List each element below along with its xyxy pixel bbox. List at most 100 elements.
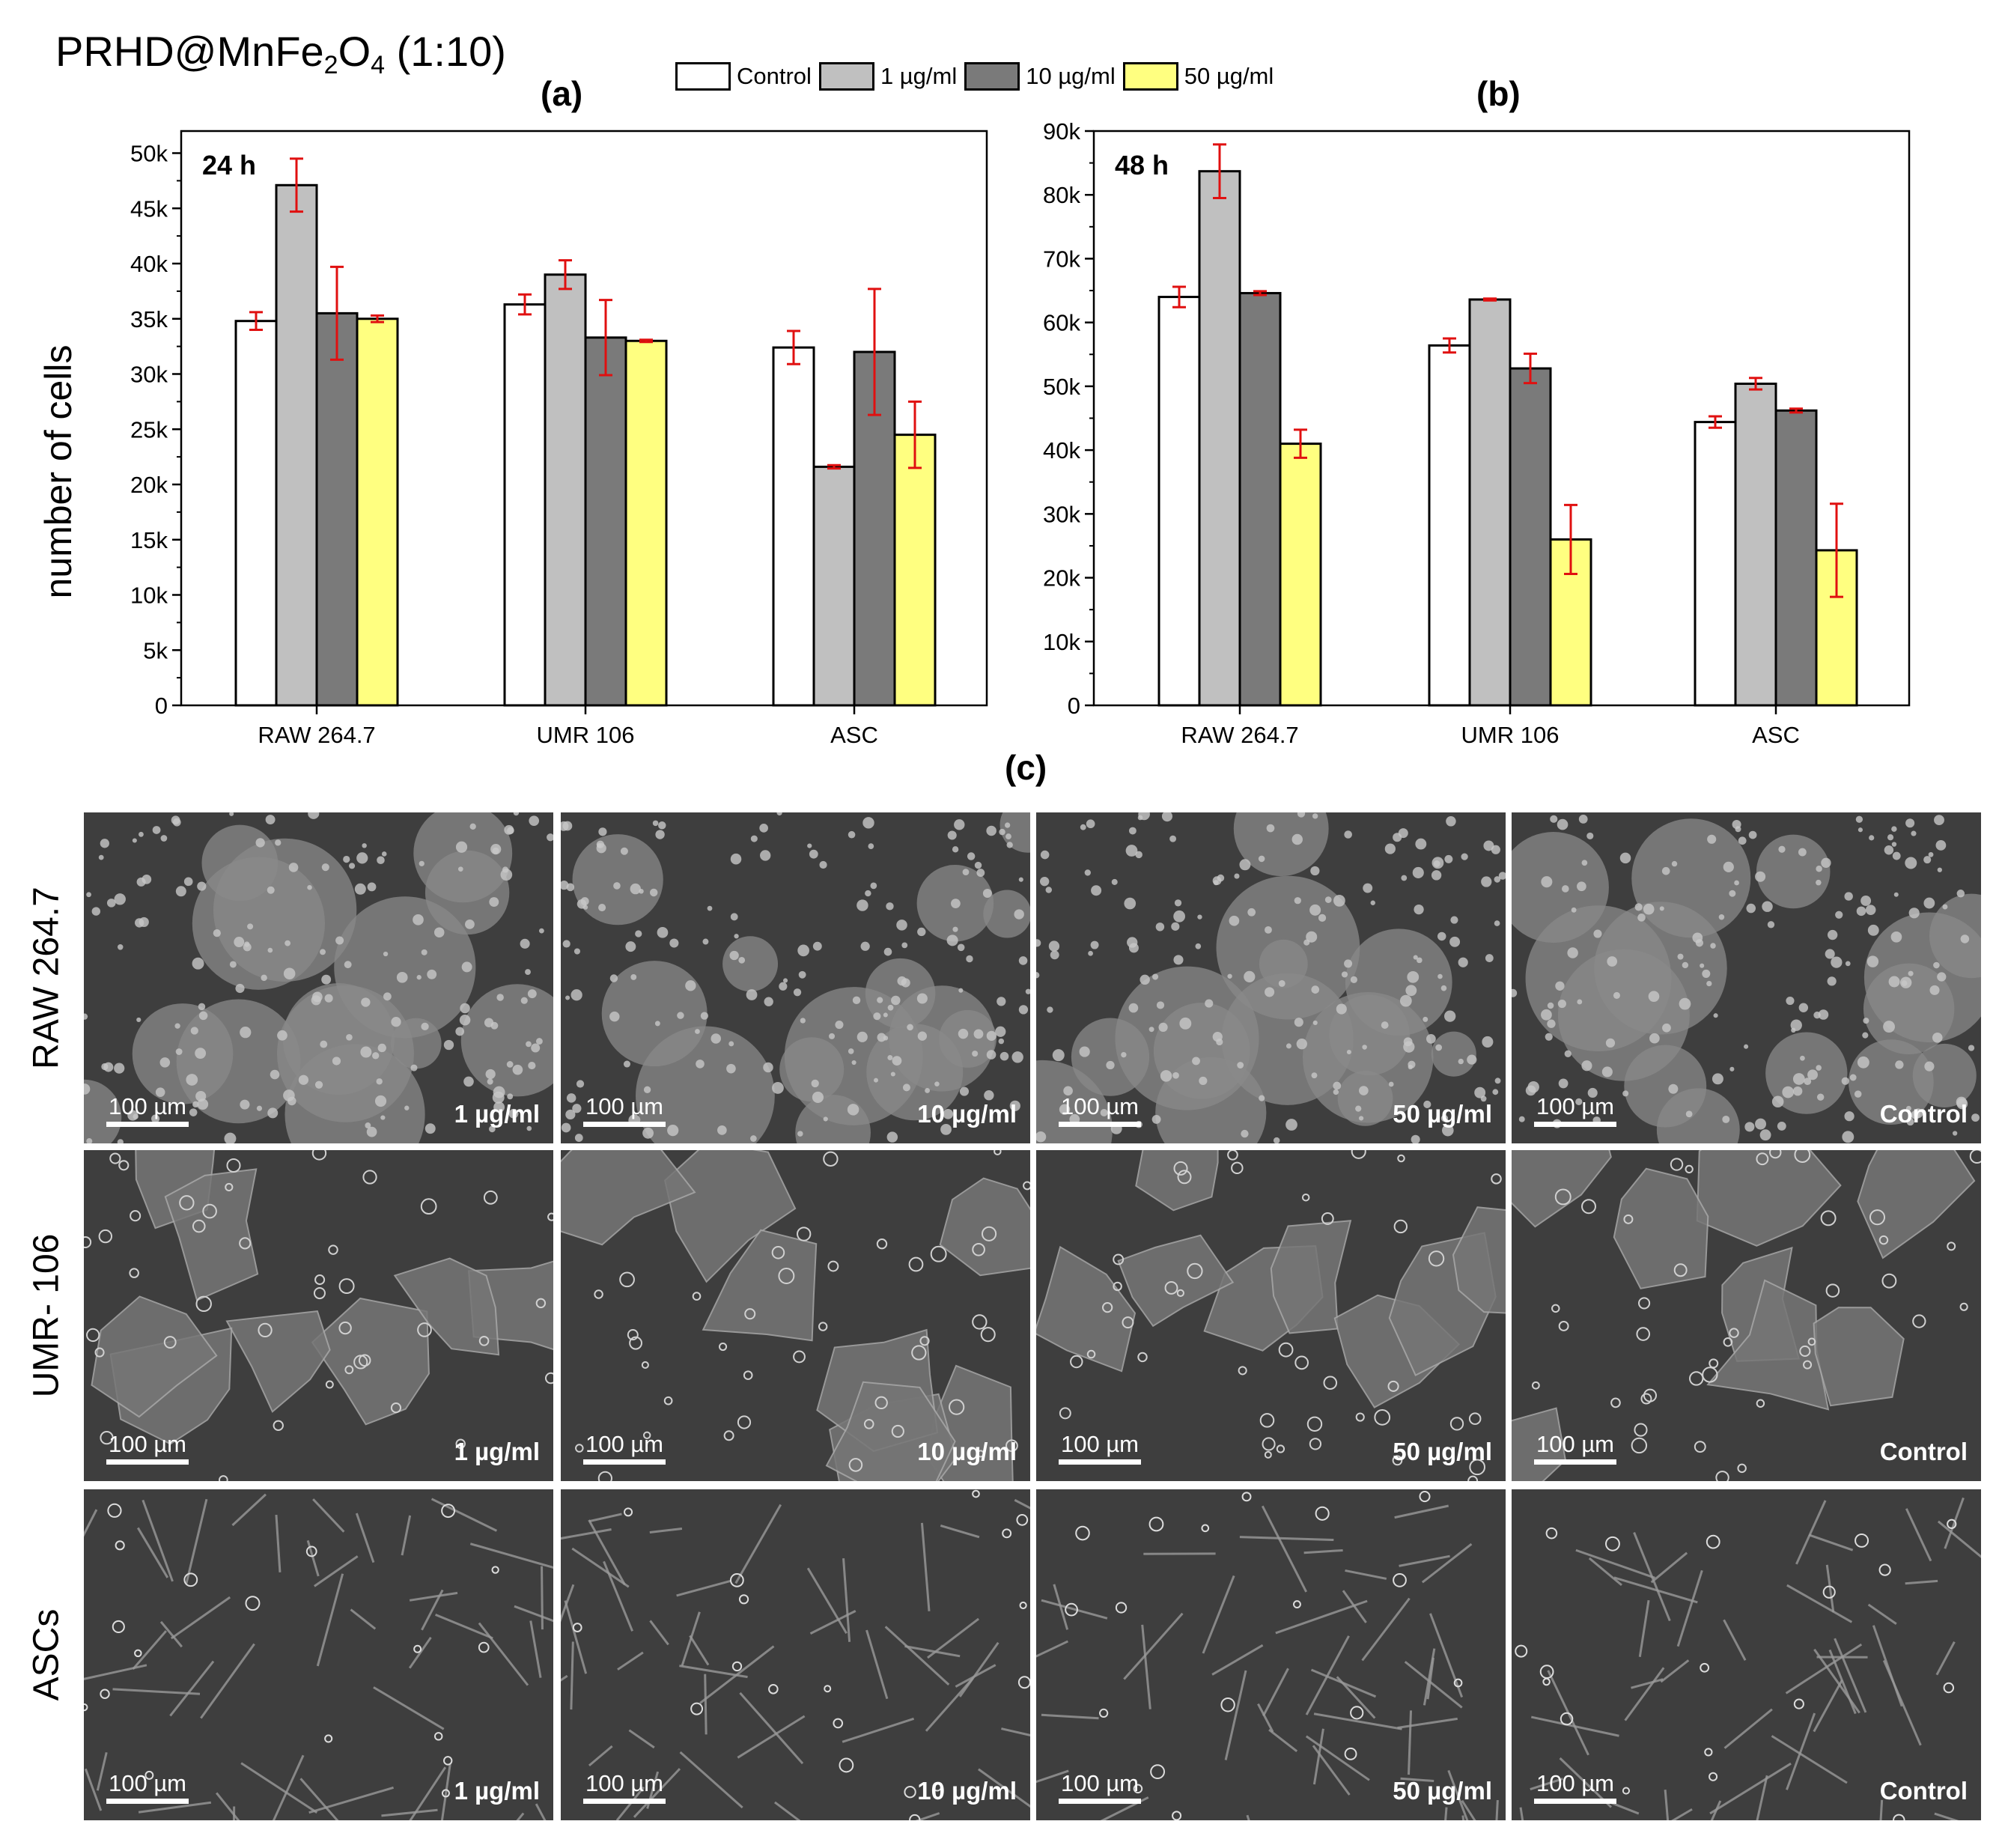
round-cell bbox=[1581, 1199, 1596, 1215]
cell bbox=[598, 904, 606, 912]
micrograph-row-label: ASCs bbox=[16, 1489, 76, 1820]
fibroblast bbox=[1638, 1599, 1650, 1657]
fibroblast bbox=[409, 1766, 447, 1820]
cell bbox=[907, 1024, 913, 1031]
round-cell bbox=[743, 1370, 753, 1380]
scale-bar: 100 µm bbox=[583, 1431, 666, 1465]
fibroblast bbox=[737, 1715, 806, 1759]
cell bbox=[1265, 925, 1272, 934]
scale-bar: 100 µm bbox=[583, 1093, 666, 1127]
cell bbox=[574, 1134, 583, 1142]
cell bbox=[1702, 969, 1711, 978]
cell bbox=[1804, 1078, 1812, 1086]
round-cell bbox=[1704, 1748, 1713, 1757]
cell bbox=[1297, 812, 1306, 818]
cell bbox=[1816, 1093, 1825, 1101]
cell bbox=[763, 1062, 773, 1073]
cell bbox=[506, 1061, 514, 1068]
cell bbox=[819, 860, 827, 869]
fibroblast bbox=[615, 1786, 645, 1820]
round-cell bbox=[130, 1210, 142, 1222]
cell bbox=[1047, 1006, 1053, 1013]
round-cell bbox=[84, 1235, 92, 1249]
legend-swatch-1ug bbox=[818, 62, 874, 91]
fibroblast bbox=[1631, 1678, 1664, 1689]
round-cell bbox=[641, 1361, 649, 1369]
cell bbox=[1244, 970, 1256, 982]
fibroblast bbox=[373, 1686, 445, 1730]
cell-cluster bbox=[176, 999, 301, 1124]
fibroblast bbox=[401, 1515, 412, 1556]
y-tick-label: 40k bbox=[130, 251, 168, 277]
fibroblast bbox=[955, 1664, 997, 1688]
fibroblast bbox=[1262, 1668, 1289, 1717]
cell bbox=[1492, 1089, 1499, 1095]
cell bbox=[1259, 1095, 1265, 1101]
fibroblast bbox=[1345, 1569, 1387, 1580]
legend-item-50ug: 50 µg/ml bbox=[1122, 62, 1274, 91]
fibroblast bbox=[308, 1786, 394, 1814]
cell bbox=[1762, 901, 1773, 912]
bar bbox=[315, 311, 359, 707]
cell bbox=[1052, 1049, 1065, 1062]
round-cell bbox=[1878, 1235, 1889, 1245]
fibroblast bbox=[1444, 1807, 1448, 1820]
concentration-label: 50 µg/ml bbox=[1393, 1777, 1492, 1805]
round-cell bbox=[1820, 1210, 1837, 1227]
cell bbox=[1771, 1095, 1784, 1108]
fibroblast bbox=[1786, 1584, 1853, 1623]
cell bbox=[1622, 1090, 1629, 1097]
cell bbox=[527, 989, 537, 999]
round-cell bbox=[1019, 1601, 1027, 1610]
round-cell bbox=[1309, 1438, 1322, 1450]
panel-label-b: (b) bbox=[1476, 74, 1521, 113]
cell bbox=[857, 899, 868, 911]
fibroblast bbox=[84, 1768, 103, 1811]
cell bbox=[571, 989, 582, 1001]
cell bbox=[195, 1048, 207, 1060]
cell bbox=[1467, 1054, 1477, 1065]
cell bbox=[528, 1061, 536, 1070]
bar bbox=[1774, 409, 1818, 707]
cell bbox=[1415, 838, 1427, 850]
cell bbox=[127, 1110, 139, 1121]
fibroblast bbox=[478, 1622, 529, 1686]
round-cell bbox=[1301, 1193, 1310, 1202]
figure-title: PRHD@MnFe2O4 (1:10) bbox=[55, 27, 506, 80]
fibroblast bbox=[1310, 1668, 1377, 1698]
round-cell bbox=[1959, 1302, 1968, 1311]
round-cell bbox=[1392, 1455, 1403, 1466]
cell bbox=[947, 830, 957, 840]
fibroblast bbox=[649, 1528, 683, 1534]
round-cell bbox=[86, 1328, 100, 1343]
fibroblast bbox=[299, 1778, 339, 1820]
cell bbox=[1018, 1005, 1029, 1015]
fibroblast bbox=[564, 1600, 588, 1674]
cell bbox=[1550, 815, 1558, 823]
cell bbox=[986, 1030, 997, 1041]
cell bbox=[377, 1043, 386, 1053]
cell bbox=[1412, 866, 1424, 878]
cell bbox=[362, 843, 367, 848]
cell bbox=[343, 855, 350, 863]
cell bbox=[1004, 822, 1011, 828]
fibroblast bbox=[1041, 1713, 1099, 1720]
fibroblast bbox=[231, 1493, 267, 1527]
cell bbox=[873, 1078, 878, 1083]
cell bbox=[1908, 970, 1914, 976]
cell bbox=[457, 866, 463, 872]
cell bbox=[183, 877, 193, 887]
cell bbox=[1227, 973, 1232, 979]
round-cell bbox=[1673, 1263, 1688, 1277]
round-cell bbox=[824, 1685, 832, 1693]
concentration-label: Control bbox=[1879, 1438, 1968, 1465]
cell bbox=[1722, 1115, 1730, 1123]
cell bbox=[764, 997, 773, 1006]
cell bbox=[256, 1105, 263, 1111]
cell bbox=[860, 941, 870, 951]
cell bbox=[1303, 939, 1310, 946]
fibroblast bbox=[1872, 1625, 1903, 1707]
micrograph-image: 100 µm Control bbox=[1512, 812, 1981, 1143]
cell bbox=[1884, 845, 1894, 855]
cell bbox=[1637, 914, 1646, 922]
